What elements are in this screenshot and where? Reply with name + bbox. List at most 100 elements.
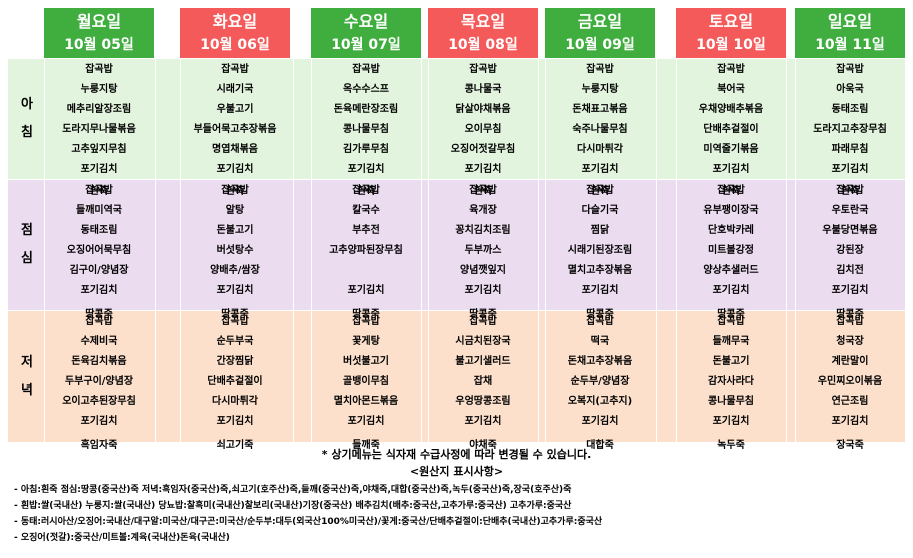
menu-item: 흰죽 [89, 186, 109, 197]
menu-item: 떡국 [590, 336, 610, 347]
column-divider [538, 59, 539, 442]
breakfast-cell: 잡곡밥 시래기국 우불고기 부들어묵고추장볶음 명엽채볶음 포기김치 흰죽 [180, 60, 290, 204]
column-divider [786, 59, 787, 442]
menu-item: 꽁치김치조림 [455, 225, 511, 236]
day-date: 10월 08일 [448, 37, 518, 53]
column-divider [155, 59, 156, 442]
lunch-cell: 잡곡밥 우토란국 우불당면볶음 강된장 김치전 포기김치 땅콩죽 [795, 181, 905, 325]
menu-item: 땅콩죽 [352, 309, 380, 320]
menu-item: 연근조림 [831, 396, 869, 407]
menu-item: 흰죽 [225, 186, 245, 197]
menu-item: 우불고기 [216, 104, 254, 115]
menu-item: 잡곡밥 [586, 185, 614, 196]
menu-item: 포기김치 [216, 285, 254, 296]
menu-item: 파래무침 [831, 144, 869, 155]
menu-item: 대합죽 [586, 440, 614, 451]
dinner-cell: 잡곡밥 청국장 계란말이 우민찌오이볶음 연근조림 포기김치 장국죽 [795, 312, 905, 456]
menu-item: 잡곡밥 [221, 64, 249, 75]
menu-item: 멸치고추장볶음 [567, 265, 633, 276]
origin-line: - 흰밥:쌀(국내산) 누룽지:쌀(국내산) 당뇨밥:찰흑미(국내산)찰보리(국… [14, 501, 572, 511]
menu-item: 알탕 [225, 205, 245, 216]
menu-item: 잡곡밥 [352, 64, 380, 75]
origin-line: - 아침:흰죽 점심:땅콩(중국산)죽 저녁:흑임자(중국산)죽,쇠고기(호주산… [14, 485, 572, 495]
menu-item: 청국장 [836, 336, 864, 347]
menu-item: 불고기샐러드 [455, 356, 511, 367]
column-divider [421, 59, 422, 442]
menu-item: 양념깻잎지 [460, 265, 506, 276]
dinner-cell: 잡곡밥 들깨무국 돈불고기 감자사라다 콩나물무침 포기김치 녹두죽 [676, 312, 786, 456]
menu-item: 땅콩죽 [836, 309, 864, 320]
breakfast-cell: 잡곡밥 콩나물국 닭살야채볶음 오이무침 오징어젓갈무침 포기김치 흰죽 [428, 60, 538, 204]
menu-item: 우토란국 [831, 205, 869, 216]
menu-item: 땅콩죽 [717, 309, 745, 320]
menu-item: 찜닭 [590, 225, 610, 236]
menu-item: 도라지고추장무침 [813, 124, 887, 135]
menu-item: 동태조림 [80, 225, 118, 236]
menu-item: 포기김치 [80, 416, 118, 427]
menu-item: 김구이/양념장 [69, 265, 129, 276]
day-name: 화요일 [212, 12, 258, 31]
menu-item: 우엉땅콩조림 [455, 396, 511, 407]
menu-item: 칼국수 [352, 205, 380, 216]
day-name: 금요일 [577, 12, 623, 31]
menu-item [311, 261, 421, 281]
lunch-cell: 잡곡밥 육개장 꽁치김치조림 두부까스 양념깻잎지 포기김치 땅콩죽 [428, 181, 538, 325]
menu-item: 돈불고기 [712, 356, 750, 367]
menu-item: 포기김치 [347, 164, 385, 175]
dinner-cell: 잡곡밥 시금치된장국 불고기샐러드 잡채 우엉땅콩조림 포기김치 야채죽 [428, 312, 538, 456]
dinner-cell: 잡곡밥 수제비국 돈육김치볶음 두부구이/양념장 오이고추된장무침 포기김치 흑임자죽 [44, 312, 154, 456]
menu-item: 고추양파된장무침 [329, 245, 403, 256]
menu-item: 포기김치 [80, 164, 118, 175]
menu-item: 돈육김치볶음 [71, 356, 127, 367]
menu-item: 꽃게탕 [352, 336, 380, 347]
menu-item: 포기김치 [581, 416, 619, 427]
menu-item: 미트볼강정 [708, 245, 754, 256]
lunch-band [8, 180, 905, 310]
lunch-cell: 잡곡밥 알탕 돈불고기 버섯탕수 양배추/쌈장 포기김치 땅콩죽 [180, 181, 290, 325]
menu-item: 잡곡밥 [586, 316, 614, 327]
meal-label-char: 저 [21, 354, 33, 370]
day-name: 토요일 [708, 12, 754, 31]
menu-item: 포기김치 [347, 285, 385, 296]
menu-item: 다슬기국 [581, 205, 619, 216]
menu-item: 육개장 [469, 205, 497, 216]
dinner-cell: 잡곡밥 떡국 돈채고추장볶음 순두부/양념장 오복지(고추지) 포기김치 대합죽 [545, 312, 655, 456]
menu-item: 오징어젓갈무침 [450, 144, 516, 155]
menu-item: 잡곡밥 [221, 185, 249, 196]
menu-item: 우불당면볶음 [822, 225, 878, 236]
menu-item: 고추잎지무침 [71, 144, 127, 155]
menu-item: 잡곡밥 [717, 316, 745, 327]
column-divider [428, 59, 429, 442]
menu-item: 우채양배추볶음 [698, 104, 764, 115]
menu-item: 순두부국 [216, 336, 254, 347]
menu-item: 멸치아몬드볶음 [333, 396, 399, 407]
menu-item: 들깨무국 [712, 336, 750, 347]
breakfast-cell: 잡곡밥 옥수수스프 돈육메란장조림 콩나물무침 김가루무침 포기김치 흰죽 [311, 60, 421, 204]
menu-item: 흰죽 [721, 186, 741, 197]
day-date: 10월 09일 [565, 37, 635, 53]
day-date: 10월 11일 [815, 37, 885, 53]
menu-item: 유부팽이장국 [703, 205, 759, 216]
menu-item: 잡곡밥 [85, 185, 113, 196]
menu-item: 메추리알장조림 [66, 104, 132, 115]
menu-item: 잡곡밥 [586, 64, 614, 75]
menu-item: 단호박카레 [708, 225, 754, 236]
menu-item: 우민찌오이볶음 [817, 376, 883, 387]
menu-item: 부추전 [352, 225, 380, 236]
menu-item: 도라지무나물볶음 [62, 124, 136, 135]
menu-item: 숙주나물무침 [572, 124, 628, 135]
menu-item: 포기김치 [581, 164, 619, 175]
day-name: 일요일 [827, 12, 873, 31]
day-date: 10월 10일 [696, 37, 766, 53]
menu-item: 순두부/양념장 [570, 376, 630, 387]
menu-item: 동태조림 [831, 104, 869, 115]
menu-item: 잡곡밥 [85, 316, 113, 327]
menu-item: 명엽채볶음 [212, 144, 258, 155]
menu-item: 잡곡밥 [352, 185, 380, 196]
menu-item: 흰죽 [840, 186, 860, 197]
day-header: 토요일 10월 10일 [676, 8, 786, 58]
menu-item: 포기김치 [464, 416, 502, 427]
breakfast-cell: 잡곡밥 누룽지탕 돈채표고볶음 숙주나물무침 다시마튀각 포기김치 흰죽 [545, 60, 655, 204]
lunch-cell: 잡곡밥 다슬기국 찜닭 시래기된장조림 멸치고추장볶음 포기김치 땅콩죽 [545, 181, 655, 325]
menu-item: 누룽지탕 [581, 84, 619, 95]
